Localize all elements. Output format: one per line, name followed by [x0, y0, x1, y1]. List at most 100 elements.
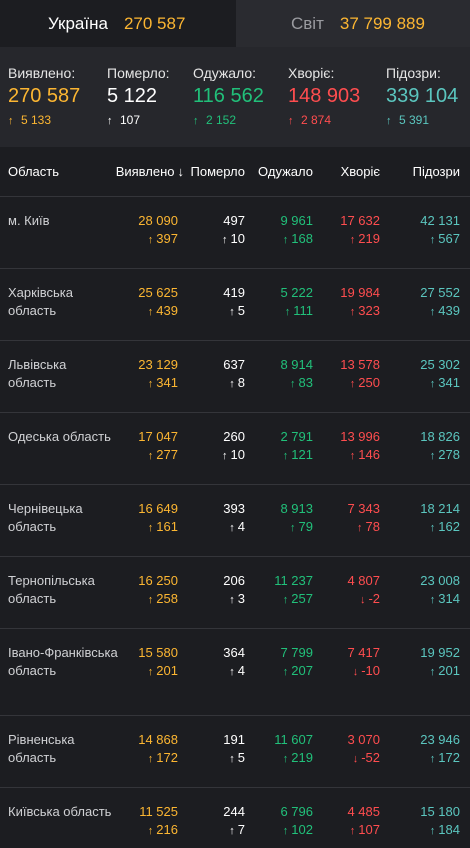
table-row[interactable]: м. Київ 28 090 ↑ 397 497 ↑ 10 9 961 ↑ 168 17 632 ↑ 2…: [0, 197, 470, 269]
confirmed-value: 14 868: [138, 732, 178, 747]
confirmed-delta-value: 258: [156, 591, 178, 606]
arrow-up-icon: ↑: [282, 450, 289, 462]
arrow-up-icon: ↑: [229, 594, 235, 606]
deaths-delta-value: 5: [237, 303, 245, 318]
suspected-value: 18 214: [420, 501, 460, 516]
sick-delta-value: 78: [365, 519, 380, 534]
arrow-up-icon: ↑: [357, 522, 363, 534]
suspected-cell: 18 214 ↑ 162: [420, 500, 460, 536]
recovered-delta: ↑ 79: [280, 518, 313, 536]
deaths-delta: ↑ 8: [223, 374, 245, 392]
tab-ukraine[interactable]: Україна 270 587: [0, 0, 236, 47]
table-row[interactable]: Харківська область 25 625 ↑ 439 419 ↑ 5 5 222 ↑ 1…: [0, 269, 470, 341]
sick-delta: ↑ 219: [340, 230, 380, 248]
suspected-delta: ↑ 439: [420, 302, 460, 320]
table-row[interactable]: Київська область 11 525 ↑ 216 244 ↑ 7 6 796 ↑ 102…: [0, 788, 470, 848]
arrow-up-icon: ↑: [429, 450, 436, 462]
confirmed-cell: 17 047 ↑ 277: [138, 428, 178, 464]
summary-panel: Виявлено: 270 587 ↑ 5 133 Померло: 5 122 …: [0, 47, 470, 147]
suspected-delta-value: 341: [438, 375, 460, 390]
deaths-delta: ↑ 4: [223, 518, 245, 536]
region-name: Чернівецька область: [8, 501, 83, 534]
suspected-delta: ↑ 172: [420, 749, 460, 767]
header-sick[interactable]: Хворіє: [340, 164, 380, 179]
header-deaths[interactable]: Померло: [190, 164, 246, 179]
confirmed-delta-value: 216: [156, 822, 178, 837]
header-region[interactable]: Область: [8, 164, 60, 179]
deaths-cell: 419 ↑ 5: [223, 284, 245, 320]
arrow-up-icon: ↑: [147, 378, 154, 390]
table-row[interactable]: Рівненська область 14 868 ↑ 172 191 ↑ 5 11 607 ↑…: [0, 716, 470, 788]
tab-world[interactable]: Світ 37 799 889: [236, 0, 470, 47]
suspected-cell: 15 180 ↑ 184: [420, 803, 460, 839]
arrow-up-icon: ↑: [290, 522, 296, 534]
confirmed-delta: ↑ 258: [138, 590, 178, 608]
deaths-cell: 497 ↑ 10: [218, 212, 245, 248]
confirmed-value: 16 250: [138, 573, 178, 588]
header-confirmed[interactable]: Виявлено ↓: [116, 164, 184, 180]
suspected-delta-value: 314: [438, 591, 460, 606]
suspected-cell: 19 952 ↑ 201: [420, 644, 460, 680]
arrow-up-icon: ↑: [229, 378, 235, 390]
deaths-cell: 637 ↑ 8: [223, 356, 245, 392]
suspected-delta-value: 172: [438, 750, 460, 765]
confirmed-cell: 23 129 ↑ 341: [138, 356, 178, 392]
summary-deaths: Померло: 5 122 ↑ 107: [107, 65, 170, 127]
arrow-up-icon: ↑: [282, 753, 289, 765]
header-recovered[interactable]: Одужало: [258, 164, 313, 179]
recovered-cell: 2 791 ↑ 121: [278, 428, 313, 464]
suspected-delta: ↑ 314: [420, 590, 460, 608]
recovered-cell: 9 961 ↑ 168: [278, 212, 313, 248]
recovered-delta: ↑ 168: [278, 230, 313, 248]
table-row[interactable]: Тернопільська область 16 250 ↑ 258 206 ↑ 3 11 2…: [0, 557, 470, 629]
confirmed-delta-value: 341: [156, 375, 178, 390]
region-name: Львівська область: [8, 357, 67, 390]
suspected-cell: 18 826 ↑ 278: [420, 428, 460, 464]
deaths-delta: ↑ 5: [223, 302, 245, 320]
deaths-delta-value: 5: [237, 750, 245, 765]
suspected-delta: ↑ 278: [420, 446, 460, 464]
deaths-delta: ↑ 10: [218, 446, 245, 464]
summary-sick-delta-value: 2 874: [301, 113, 332, 127]
sort-down-icon: ↓: [177, 164, 185, 179]
tab-world-label: Світ: [291, 13, 324, 33]
table-row[interactable]: Львівська область 23 129 ↑ 341 637 ↑ 8 8 914 ↑ 83…: [0, 341, 470, 413]
summary-recovered: Одужало: 116 562 ↑ 2 152: [193, 65, 264, 127]
confirmed-value: 15 580: [138, 645, 178, 660]
suspected-delta-value: 567: [438, 231, 460, 246]
summary-sick-label: Хворіє:: [288, 65, 335, 81]
recovered-delta-value: 111: [293, 303, 313, 318]
deaths-value: 419: [223, 285, 245, 300]
tab-ukraine-label: Україна: [48, 13, 108, 33]
sick-value: 3 070: [347, 732, 380, 747]
arrow-up-icon: ↑: [349, 378, 356, 390]
sick-delta: ↑ 323: [340, 302, 380, 320]
header-suspected[interactable]: Підозри: [412, 164, 460, 179]
sick-delta-value: 323: [358, 303, 380, 318]
sick-delta-value: 107: [358, 822, 380, 837]
recovered-delta-value: 79: [298, 519, 313, 534]
table-row[interactable]: Одеська область 17 047 ↑ 277 260 ↑ 10 2 791 ↑ 121…: [0, 413, 470, 485]
suspected-delta-value: 439: [438, 303, 460, 318]
deaths-cell: 244 ↑ 7: [223, 803, 245, 839]
recovered-delta: ↑ 257: [274, 590, 313, 608]
sick-cell: 17 632 ↑ 219: [340, 212, 380, 248]
arrow-up-icon: ↑: [429, 666, 436, 678]
sick-delta: ↓ -52: [347, 749, 380, 767]
region-name: Рівненська область: [8, 732, 75, 765]
table-row[interactable]: Івано-Франківська область 15 580 ↑ 201 364 ↑ 4…: [0, 629, 470, 716]
sick-delta: ↑ 78: [347, 518, 380, 536]
recovered-cell: 8 914 ↑ 83: [280, 356, 313, 392]
summary-confirmed-delta: ↑ 5 133: [8, 113, 80, 127]
recovered-delta-value: 207: [291, 663, 313, 678]
sick-delta: ↑ 250: [340, 374, 380, 392]
confirmed-value: 11 525: [139, 804, 178, 819]
recovered-delta: ↑ 219: [274, 749, 313, 767]
suspected-delta-value: 201: [438, 663, 460, 678]
suspected-cell: 27 552 ↑ 439: [420, 284, 460, 320]
confirmed-delta-value: 201: [156, 663, 178, 678]
deaths-delta: ↑ 5: [223, 749, 245, 767]
sick-cell: 7 343 ↑ 78: [347, 500, 380, 536]
sick-delta-value: 219: [358, 231, 380, 246]
table-row[interactable]: Чернівецька область 16 649 ↑ 161 393 ↑ 4 8 913 ↑…: [0, 485, 470, 557]
